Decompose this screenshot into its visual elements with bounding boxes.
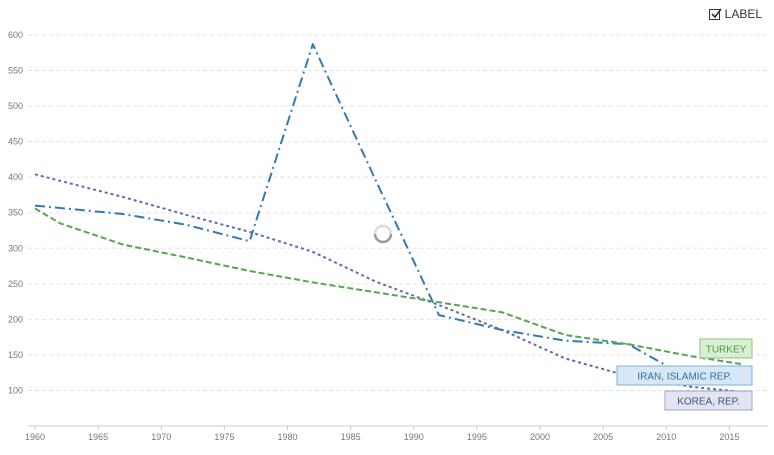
label-toggle[interactable]: LABEL [708, 7, 762, 21]
y-tick-label: 250 [8, 279, 23, 289]
x-tick-label: 1975 [214, 432, 234, 442]
x-tick-label: 2005 [593, 432, 613, 442]
x-tick-label: 1970 [151, 432, 171, 442]
y-tick-label: 300 [8, 243, 23, 253]
series-line [34, 43, 743, 385]
series-label-text: TURKEY [706, 345, 747, 356]
loading-spinner-icon [373, 224, 393, 244]
y-tick-label: 150 [8, 350, 23, 360]
y-tick-label: 350 [8, 208, 23, 218]
x-tick-label: 1995 [467, 432, 487, 442]
series-label: TURKEY [699, 338, 753, 359]
x-tick-label: 2015 [719, 432, 739, 442]
checkmark-icon [711, 8, 722, 18]
y-tick-label: 100 [8, 385, 23, 395]
y-tick-label: 500 [8, 101, 23, 111]
x-axis-labels: 1960 1965 1970 1975 1980 1985 1990 1995 2000 2005… [25, 432, 739, 442]
series-label: IRAN, ISLAMIC REP. [616, 365, 753, 386]
label-toggle-text: LABEL [724, 7, 762, 21]
y-tick-label: 550 [8, 66, 23, 76]
y-tick-label: 200 [8, 314, 23, 324]
y-tick-label: 400 [8, 172, 23, 182]
y-axis: 100 150 200 250 300 350 400 450 500 550 600 [8, 30, 23, 395]
x-tick-label: 2010 [656, 432, 676, 442]
x-tick-label: 1960 [25, 432, 45, 442]
x-tick-label: 1980 [277, 432, 297, 442]
gridlines [28, 34, 768, 391]
series-line [34, 207, 743, 366]
checkbox-icon[interactable] [708, 8, 722, 20]
series-label-box [664, 390, 753, 411]
x-tick-label: 1985 [341, 432, 361, 442]
series-label: KOREA, REP. [664, 390, 753, 411]
y-tick-label: 450 [8, 137, 23, 147]
x-tick-label: 1965 [88, 432, 108, 442]
series-label-text: IRAN, ISLAMIC REP. [637, 372, 731, 383]
x-tick-label: 2000 [530, 432, 550, 442]
series-labels: TURKEY IRAN, ISLAMIC REP. KOREA, REP. [616, 338, 753, 411]
x-axis [28, 425, 768, 430]
series-lines [34, 43, 743, 393]
series-label-box [616, 365, 753, 386]
y-tick-label: 600 [8, 30, 23, 40]
series-label-text: KOREA, REP. [677, 397, 740, 408]
series-label-box [699, 338, 753, 359]
x-tick-label: 1990 [404, 432, 424, 442]
